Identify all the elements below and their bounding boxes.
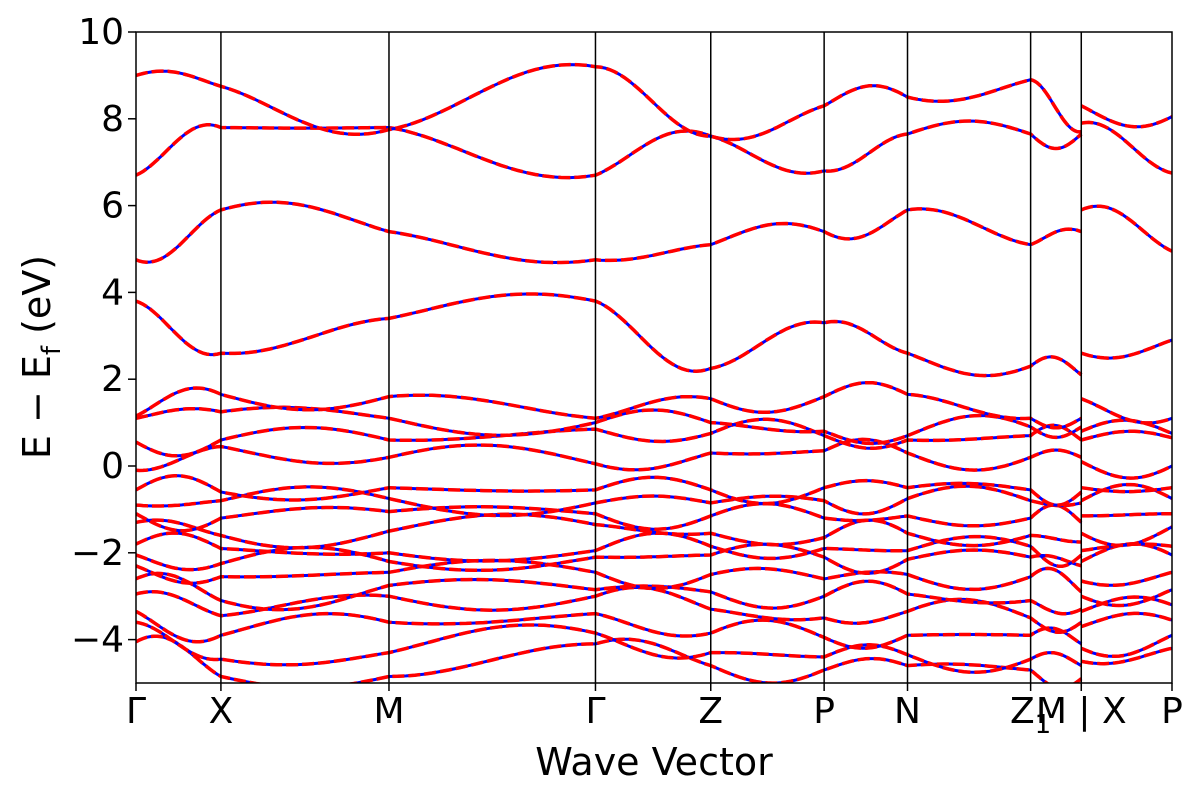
band-line-dashed (136, 620, 1172, 675)
band-line-dashed (136, 380, 1172, 430)
x-tick-label: N (894, 691, 921, 732)
band-line-dashed (136, 501, 1172, 533)
y-tick-label: 2 (101, 359, 124, 400)
y-tick-label: −2 (71, 533, 124, 574)
y-tick-label: 4 (101, 272, 124, 313)
y-tick-label: 10 (78, 12, 124, 53)
x-axis-label: Wave Vector (535, 740, 773, 784)
y-tick-label: 8 (101, 99, 124, 140)
band-line-dashed (136, 609, 1172, 650)
x-tick-label: X (209, 691, 234, 732)
plot-frame (135, 31, 1173, 684)
x-tick-label: Z (698, 691, 723, 732)
x-tick-label: P (813, 691, 835, 732)
band-line-dashed (136, 571, 1172, 616)
band-line-dashed (136, 634, 1172, 683)
y-axis-label-unit: (eV) (15, 255, 59, 346)
y-tick-label: 0 (101, 446, 124, 487)
x-axis-ticks: Γ X M Γ Z P N Z1M | X P (126, 683, 1183, 740)
y-axis-label-subscript: f (37, 345, 67, 355)
x-tick-label: Z1 (1010, 691, 1051, 740)
x-tick-label: Γ (585, 691, 605, 732)
band-line-dashed (136, 437, 1172, 480)
high-symmetry-lines (220, 32, 1083, 683)
band-line-dashed (136, 200, 1172, 265)
x-tick-label: P (1161, 691, 1183, 732)
band-line-solid (136, 292, 1172, 378)
y-axis-label-main: E − E (15, 355, 59, 459)
y-tick-label: 6 (101, 186, 124, 227)
band-line-dashed (136, 62, 1172, 142)
band-line-dashed (136, 474, 1172, 507)
x-tick-label: M | X (1036, 691, 1127, 732)
y-axis-ticks: −4 −2 0 2 4 6 8 10 (71, 12, 136, 661)
band-line-dashed (136, 417, 1172, 458)
y-tick-label: −4 (71, 620, 124, 661)
bands-layer (136, 62, 1172, 683)
band-line-dashed (136, 292, 1172, 378)
band-line-solid (136, 558, 1172, 594)
x-tick-label: M (373, 691, 404, 732)
x-tick-label: Γ (126, 691, 146, 732)
y-axis-label: E − Ef (eV) (15, 255, 67, 459)
